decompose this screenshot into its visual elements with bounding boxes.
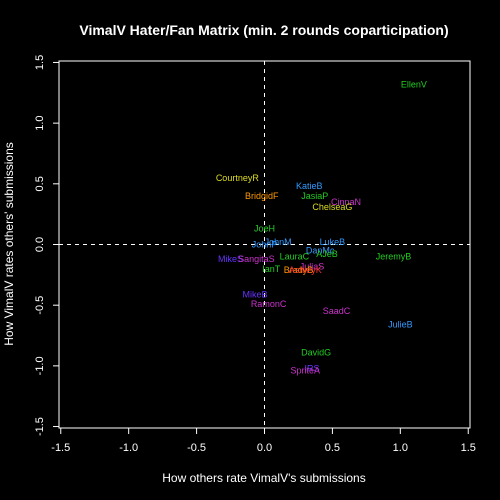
point-label-danmc: DanMc [306, 246, 335, 256]
point-label-ashleyk: AshleyK [289, 265, 322, 275]
point-label-sangitas: SangitaS [238, 254, 275, 264]
x-tick-label: 0.0 [257, 442, 272, 454]
point-label-courtneyr: CourtneyR [216, 173, 260, 183]
point-label-katieb: KatieB [296, 181, 323, 191]
reference-lines [59, 61, 470, 428]
x-axis-label: How others rate VimalV's submissions [162, 471, 365, 485]
point-label-julias: JuliaS [300, 261, 325, 271]
point-label-joeh: JoeH [254, 224, 275, 234]
point-label-ramonc: RamonC [251, 299, 287, 309]
x-axis: -1.5 -1.0 -0.5 0.0 0.5 1.0 1.5 [51, 428, 476, 454]
point-label-chelseag: ChelseaG [312, 202, 352, 212]
point-label-saadc: SaadC [323, 306, 351, 316]
point-label-jeremyb: JeremyB [376, 252, 412, 262]
y-tick-label: 1.0 [34, 115, 46, 130]
point-label-mikeb: MikeB [242, 289, 267, 299]
y-tick-label: -1.0 [34, 356, 46, 375]
x-tick-label: 1.5 [461, 442, 476, 454]
y-axis: -1.5 -1.0 -0.5 0.0 0.5 1.0 1.5 [34, 55, 59, 436]
y-tick-label: 0.0 [34, 237, 46, 252]
point-label-bradyb: BradyB [284, 265, 314, 275]
point-label-laurac: LauraC [280, 252, 310, 262]
point-label-johnp: JohnP [252, 240, 278, 250]
y-tick-label: -0.5 [34, 296, 46, 315]
x-tick-label: 0.5 [325, 442, 340, 454]
point-label-davidg: DavidG [301, 348, 331, 358]
point-label-julieb: JulieB [388, 320, 413, 330]
point-label-ajeb: AJeB [316, 249, 338, 259]
x-tick-label: -0.5 [187, 442, 206, 454]
point-label-cinnan: CinnaN [331, 197, 361, 207]
x-tick-label: -1.5 [51, 442, 70, 454]
y-tick-label: -1.5 [34, 417, 46, 436]
point-label-iant: IanT [262, 264, 281, 274]
point-label-johnm: JohnM [265, 237, 292, 247]
point-label-spritea: SpriteA [290, 366, 320, 376]
point-label-mikes: MikeS [218, 254, 243, 264]
y-tick-label: 1.5 [34, 55, 46, 70]
point-label-ellenv: EllenV [401, 79, 427, 89]
x-tick-label: -1.0 [119, 442, 138, 454]
point-label-irs: IRS [305, 363, 320, 373]
y-tick-label: 0.5 [34, 176, 46, 191]
y-axis-label: How VimalV rates others' submissions [2, 142, 16, 345]
point-label-bridgidf: BridgidF [245, 191, 279, 201]
chart-title: VimalV Hater/Fan Matrix (min. 2 rounds c… [79, 22, 448, 38]
x-tick-label: 1.0 [393, 442, 408, 454]
point-label-jasiap: JasiaP [301, 191, 328, 201]
point-label-lukeb: LukeB [320, 237, 346, 247]
